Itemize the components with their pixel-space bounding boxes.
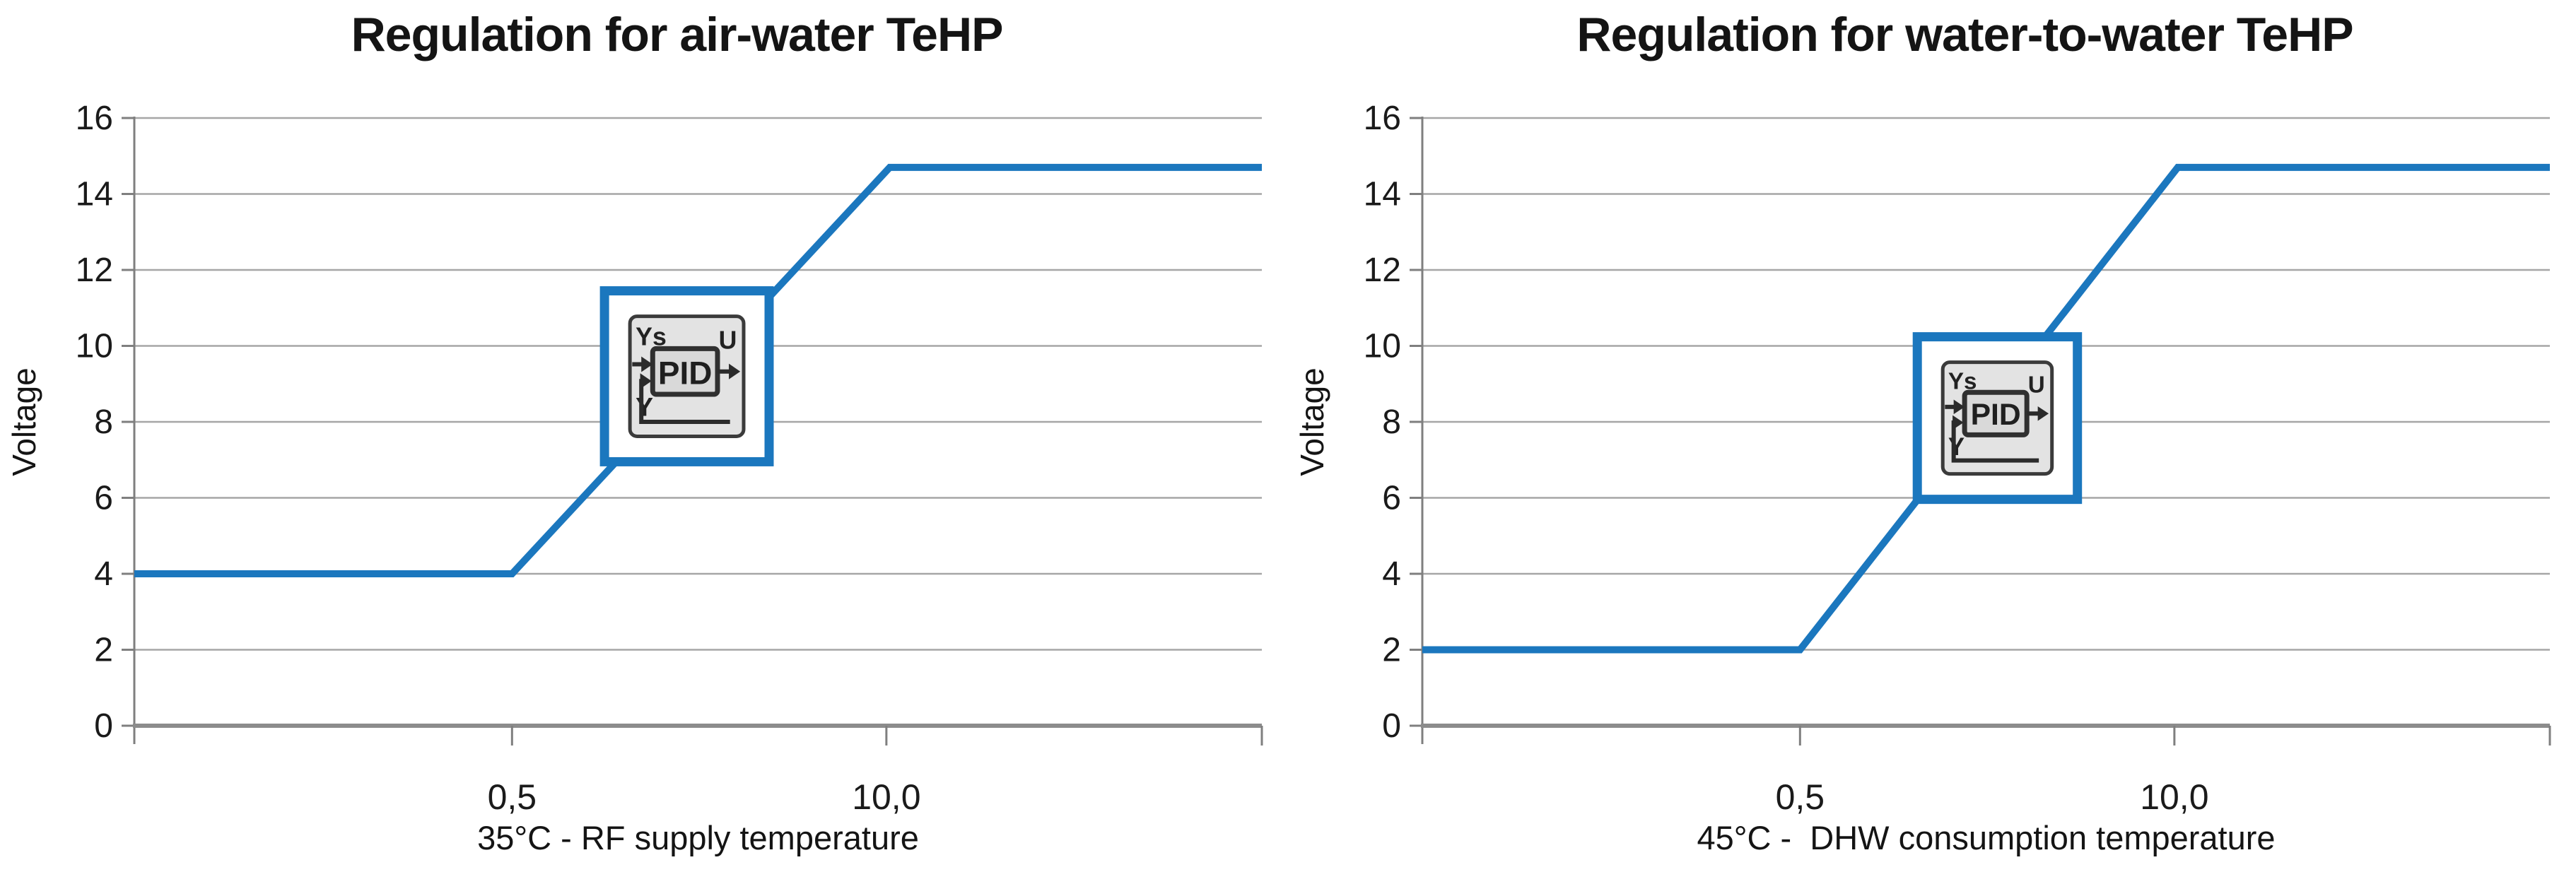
chart-title: Regulation for water-to-water TeHP: [1576, 8, 2353, 61]
y-tick-label: 16: [76, 100, 113, 137]
y-tick-label: 10: [1364, 328, 1401, 365]
pid-block-label: PID: [658, 354, 712, 391]
output-label: U: [2028, 372, 2045, 398]
y-tick-label: 2: [94, 632, 113, 669]
pid-block-label: PID: [1971, 398, 2021, 432]
setpoint-label: Ys: [1948, 369, 1977, 395]
y-tick-label: 10: [76, 328, 113, 365]
y-tick-label: 4: [1382, 555, 1401, 593]
pid-block-icon: PID Ys U Y: [599, 286, 774, 466]
y-tick-label: 2: [1382, 632, 1401, 669]
x-axis-title: 35°C - RF supply temperature: [477, 819, 919, 856]
y-tick-label: 0: [94, 707, 113, 745]
y-tick-label: 16: [1364, 100, 1401, 137]
output-arrow-head: [2037, 406, 2049, 421]
plot-area-water-to-water: 0 2 4 6 8 10 12 14 16 0,5 10,0 PID Ys U Y: [1364, 100, 2551, 817]
feedback-label: Y: [636, 392, 653, 422]
y-tick-label: 4: [94, 555, 113, 593]
chart-water-to-water-tehp: Regulation for water-to-water TeHP Volta…: [1288, 0, 2576, 884]
y-tick-label: 0: [1382, 707, 1401, 745]
feedback-arrow-head: [1953, 415, 1964, 430]
pid-block-icon: PID Ys U Y: [1912, 332, 2083, 505]
feedback-arrow-head: [640, 373, 652, 389]
setpoint-arrow-head: [1953, 399, 1965, 415]
y-tick-label: 8: [94, 403, 113, 441]
feedback-label: Y: [1948, 434, 1965, 461]
y-tick-label: 14: [76, 176, 113, 213]
output-label: U: [719, 326, 737, 354]
y-tick-label: 6: [1382, 480, 1401, 517]
y-tick-label: 12: [76, 252, 113, 289]
y-tick-label: 14: [1364, 176, 1401, 213]
plot-area-air-water: 0 2 4 6 8 10 12 14 16 0,5 10,0 PID Ys U Y: [76, 100, 1263, 817]
x-tick-label: 10,0: [852, 777, 920, 817]
x-tick-label: 0,5: [488, 777, 537, 817]
x-axis-title: 45°C - DHW consumption temperature: [1697, 819, 2276, 856]
chart-title: Regulation for air-water TeHP: [351, 8, 1004, 61]
x-tick-label: 0,5: [1776, 777, 1825, 817]
setpoint-label: Ys: [636, 322, 667, 350]
y-tick-label: 8: [1382, 403, 1401, 441]
y-tick-label: 6: [94, 480, 113, 517]
x-tick-label: 10,0: [2140, 777, 2208, 817]
setpoint-arrow-head: [641, 356, 653, 372]
output-arrow-head: [729, 363, 741, 379]
y-tick-label: 12: [1364, 252, 1401, 289]
